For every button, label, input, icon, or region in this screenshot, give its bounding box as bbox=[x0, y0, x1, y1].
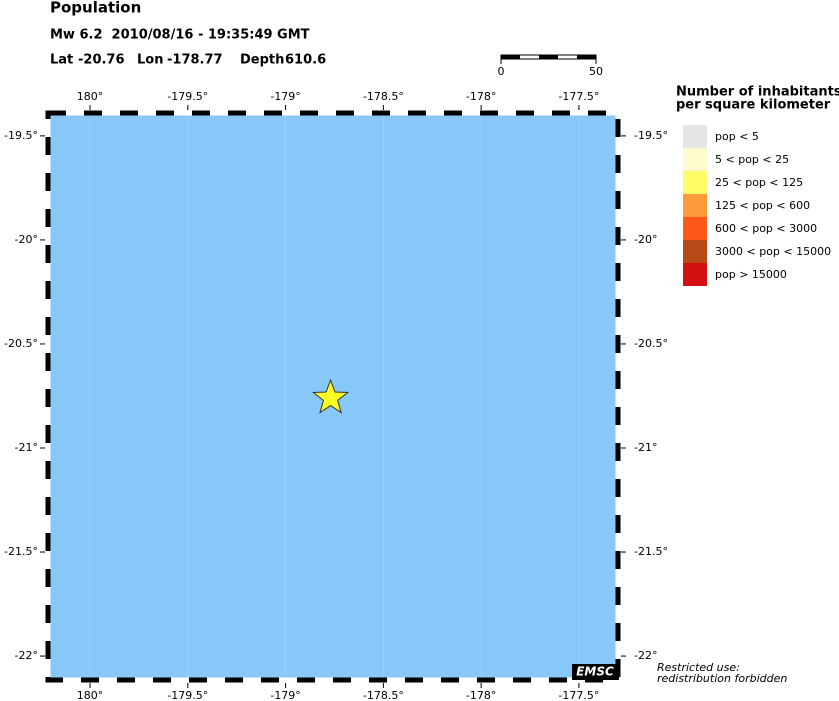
legend-swatch bbox=[683, 194, 707, 217]
epicenter-star bbox=[312, 378, 350, 414]
legend-swatch bbox=[683, 171, 707, 194]
y-tick-label: -19.5° bbox=[634, 129, 668, 142]
scale-label: 50 bbox=[589, 65, 603, 78]
x-tick-label: -178.5° bbox=[363, 90, 404, 103]
y-tick-label: -21.5° bbox=[634, 545, 668, 558]
legend-label: 600 < pop < 3000 bbox=[715, 222, 817, 235]
legend-title: per square kilometer bbox=[676, 98, 831, 113]
lat-value: -20.76 bbox=[78, 53, 125, 68]
y-tick-label: -21° bbox=[634, 441, 657, 454]
title: Population bbox=[50, 0, 141, 17]
x-tick-label: -177.5° bbox=[558, 689, 599, 701]
y-tick-label: -22° bbox=[634, 649, 657, 662]
x-tick-label: -179° bbox=[270, 90, 300, 103]
x-tick-label: -177.5° bbox=[558, 90, 599, 103]
notice: Restricted use: bbox=[657, 661, 740, 674]
legend-label: 125 < pop < 600 bbox=[715, 199, 810, 212]
x-tick-label: -179° bbox=[270, 689, 300, 701]
legend-swatch bbox=[683, 125, 707, 148]
scale-label: 0 bbox=[498, 65, 505, 78]
x-tick-label: -178° bbox=[466, 689, 496, 701]
logo: EMSC bbox=[576, 665, 614, 679]
notice: redistribution forbidden bbox=[657, 672, 787, 685]
legend-swatch bbox=[683, 263, 707, 286]
legend-swatch bbox=[683, 217, 707, 240]
legend-swatch bbox=[683, 240, 707, 263]
legend-title: Number of inhabitants bbox=[676, 85, 839, 100]
y-tick-label: -20.5° bbox=[634, 337, 668, 350]
scale-bar bbox=[577, 55, 596, 59]
y-tick-label: -19.5° bbox=[4, 129, 38, 142]
lat-label: Lat bbox=[50, 53, 73, 68]
event-line: Mw 6.2 2010/08/16 - 19:35:49 GMT bbox=[50, 28, 310, 43]
x-tick-label: -179.5° bbox=[167, 689, 208, 701]
legend-label: 3000 < pop < 15000 bbox=[715, 245, 831, 258]
y-tick-label: -20° bbox=[634, 233, 657, 246]
x-tick-label: 180° bbox=[77, 689, 104, 701]
x-tick-label: -179.5° bbox=[167, 90, 208, 103]
legend-label: 25 < pop < 125 bbox=[715, 176, 803, 189]
depth-label: Depth bbox=[240, 53, 284, 68]
y-tick-label: -21° bbox=[15, 441, 38, 454]
lon-label: Lon bbox=[137, 53, 163, 68]
x-tick-label: -178° bbox=[466, 90, 496, 103]
y-tick-label: -22° bbox=[15, 649, 38, 662]
legend-label: 5 < pop < 25 bbox=[715, 153, 789, 166]
y-tick-label: -20° bbox=[15, 233, 38, 246]
x-tick-label: -178.5° bbox=[363, 689, 404, 701]
scale-bar bbox=[501, 55, 520, 59]
y-tick-label: -21.5° bbox=[4, 545, 38, 558]
legend-swatch bbox=[683, 148, 707, 171]
legend-label: pop > 15000 bbox=[715, 268, 787, 281]
scale-bar bbox=[539, 55, 558, 59]
depth-value: 610.6 bbox=[285, 53, 326, 68]
x-tick-label: 180° bbox=[77, 90, 104, 103]
y-tick-label: -20.5° bbox=[4, 337, 38, 350]
lon-value: -178.77 bbox=[167, 53, 223, 68]
logo-box bbox=[572, 664, 619, 680]
frame bbox=[45, 110, 621, 683]
legend-label: pop < 5 bbox=[715, 130, 759, 143]
